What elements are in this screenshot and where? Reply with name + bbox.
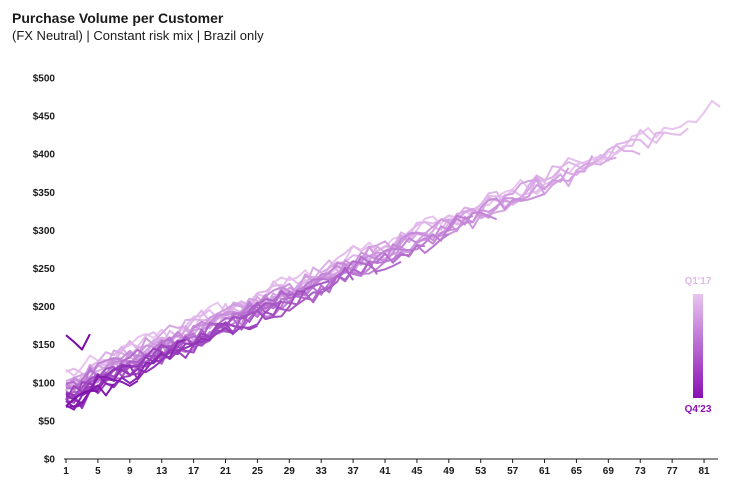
x-tick-label: 45 [411,466,423,477]
series-line [65,260,402,393]
y-tick-label: $450 [33,112,56,123]
x-tick-label: 65 [571,466,583,477]
legend: Q1'17 Q4'23 [685,276,712,415]
x-tick-label: 17 [188,466,200,477]
y-tick-label: $0 [44,455,56,466]
x-tick-label: 53 [475,466,487,477]
series-line [65,326,235,400]
y-tick-label: $100 [33,378,56,389]
x-tick-label: 29 [284,466,296,477]
y-tick-label: $300 [33,226,56,237]
legend-gradient-bar [693,294,703,398]
series-line [65,322,258,401]
y-axis-labels: $0 $50 $100 $150 $200 $250 $300 $350 $400 $450 $50… [33,74,56,466]
legend-bottom-label: Q4'23 [685,404,712,415]
y-tick-label: $150 [33,340,56,351]
x-tick-label: 69 [603,466,615,477]
x-axis-ticks [65,459,705,463]
x-tick-label: 61 [539,466,551,477]
y-tick-label: $500 [33,74,56,85]
series-line [65,333,91,351]
chart-title: Purchase Volume per Customer [12,10,224,26]
y-tick-label: $200 [33,302,56,313]
x-tick-label: 25 [252,466,264,477]
y-tick-label: $250 [33,264,56,275]
series-line [65,375,139,411]
series-line [65,383,115,408]
x-axis-labels: 1 5 9 13 17 21 25 29 33 37 41 45 49 53 57 61 65 69 73 77 81 [63,466,710,477]
x-tick-label: 49 [443,466,455,477]
series-group [65,99,721,411]
y-tick-label: $350 [33,188,56,199]
y-tick-label: $50 [38,416,55,427]
x-tick-label: 37 [348,466,360,477]
x-tick-label: 13 [156,466,168,477]
x-tick-label: 73 [635,466,647,477]
x-tick-label: 1 [63,466,69,477]
y-tick-label: $400 [33,150,56,161]
x-tick-label: 57 [507,466,519,477]
x-tick-label: 5 [95,466,101,477]
series-line [65,99,721,377]
x-tick-label: 21 [220,466,232,477]
legend-top-label: Q1'17 [685,276,712,287]
chart-subtitle: (FX Neutral) | Constant risk mix | Brazi… [12,28,264,43]
x-tick-label: 81 [698,466,710,477]
series-line [65,389,99,407]
x-tick-label: 77 [667,466,679,477]
x-tick-label: 9 [127,466,133,477]
x-tick-label: 41 [379,466,391,477]
x-tick-label: 33 [316,466,328,477]
